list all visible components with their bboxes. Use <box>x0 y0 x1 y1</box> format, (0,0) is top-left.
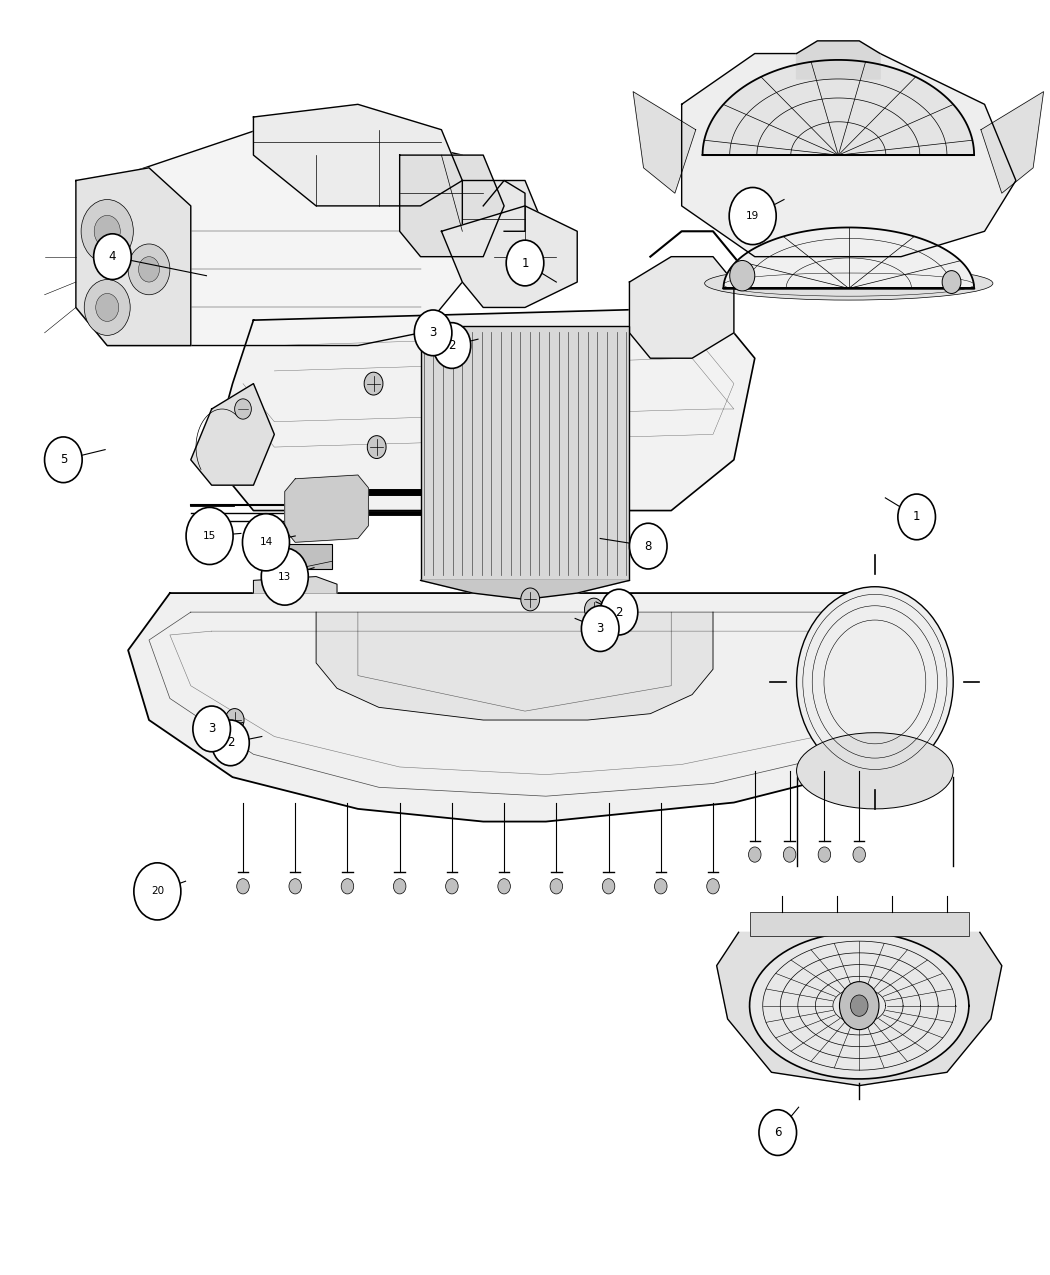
Circle shape <box>289 878 301 894</box>
Polygon shape <box>191 384 274 486</box>
Text: 13: 13 <box>278 571 292 581</box>
Text: 2: 2 <box>227 737 234 750</box>
Circle shape <box>850 994 868 1016</box>
Text: 3: 3 <box>429 326 437 339</box>
Circle shape <box>394 878 406 894</box>
Circle shape <box>853 847 865 862</box>
Polygon shape <box>253 576 337 593</box>
Circle shape <box>601 589 637 635</box>
Text: 8: 8 <box>645 539 652 552</box>
Polygon shape <box>633 92 696 194</box>
Polygon shape <box>441 205 578 307</box>
Circle shape <box>707 878 719 894</box>
Circle shape <box>585 598 604 621</box>
Circle shape <box>654 878 667 894</box>
Circle shape <box>193 706 230 752</box>
Circle shape <box>139 256 160 282</box>
Circle shape <box>81 200 133 263</box>
Text: 2: 2 <box>448 339 456 352</box>
Polygon shape <box>681 54 1016 256</box>
Circle shape <box>759 1109 797 1155</box>
Circle shape <box>550 878 563 894</box>
FancyBboxPatch shape <box>274 543 332 569</box>
Polygon shape <box>750 932 969 1079</box>
Circle shape <box>341 878 354 894</box>
Polygon shape <box>981 92 1044 194</box>
Circle shape <box>93 233 131 279</box>
Circle shape <box>226 709 244 732</box>
Polygon shape <box>629 256 734 358</box>
Text: 20: 20 <box>151 886 164 896</box>
Text: 1: 1 <box>912 510 921 524</box>
Text: 6: 6 <box>774 1126 781 1139</box>
Polygon shape <box>702 60 974 156</box>
Circle shape <box>730 260 755 291</box>
Polygon shape <box>253 105 462 205</box>
Text: 1: 1 <box>521 256 529 269</box>
Circle shape <box>236 878 249 894</box>
Bar <box>750 913 969 936</box>
Circle shape <box>84 279 130 335</box>
Polygon shape <box>76 168 191 346</box>
Circle shape <box>942 270 961 293</box>
Text: 15: 15 <box>203 530 216 541</box>
Circle shape <box>261 548 309 606</box>
Polygon shape <box>462 181 546 282</box>
Polygon shape <box>212 307 755 510</box>
Text: 3: 3 <box>208 723 215 736</box>
Polygon shape <box>797 41 880 79</box>
Circle shape <box>783 847 796 862</box>
Circle shape <box>629 523 667 569</box>
Circle shape <box>898 493 936 539</box>
Text: 2: 2 <box>615 606 623 618</box>
Polygon shape <box>723 227 974 288</box>
Polygon shape <box>421 580 629 599</box>
Circle shape <box>128 244 170 295</box>
Circle shape <box>133 863 181 921</box>
Circle shape <box>186 507 233 565</box>
Circle shape <box>96 293 119 321</box>
Circle shape <box>94 215 121 247</box>
Ellipse shape <box>797 733 953 808</box>
Circle shape <box>729 187 776 245</box>
Text: 19: 19 <box>747 212 759 221</box>
Circle shape <box>243 514 290 571</box>
Text: 4: 4 <box>109 250 117 263</box>
Ellipse shape <box>705 266 993 300</box>
Polygon shape <box>76 117 462 346</box>
Polygon shape <box>717 932 1002 1085</box>
Circle shape <box>818 847 831 862</box>
Circle shape <box>445 878 458 894</box>
Ellipse shape <box>797 586 953 778</box>
Polygon shape <box>128 593 922 821</box>
Text: 5: 5 <box>60 454 67 467</box>
Polygon shape <box>400 156 504 256</box>
Circle shape <box>749 847 761 862</box>
Circle shape <box>368 436 386 459</box>
Circle shape <box>498 878 510 894</box>
Bar <box>421 326 629 580</box>
Circle shape <box>234 399 251 419</box>
Circle shape <box>582 606 620 652</box>
Circle shape <box>212 720 249 766</box>
Circle shape <box>364 372 383 395</box>
Polygon shape <box>285 476 369 542</box>
Circle shape <box>44 437 82 483</box>
Circle shape <box>521 588 540 611</box>
Text: 3: 3 <box>596 622 604 635</box>
Polygon shape <box>316 612 713 720</box>
Circle shape <box>603 878 615 894</box>
Text: 14: 14 <box>259 537 273 547</box>
Circle shape <box>840 982 879 1030</box>
Circle shape <box>506 240 544 286</box>
Circle shape <box>433 323 470 368</box>
Circle shape <box>415 310 452 356</box>
